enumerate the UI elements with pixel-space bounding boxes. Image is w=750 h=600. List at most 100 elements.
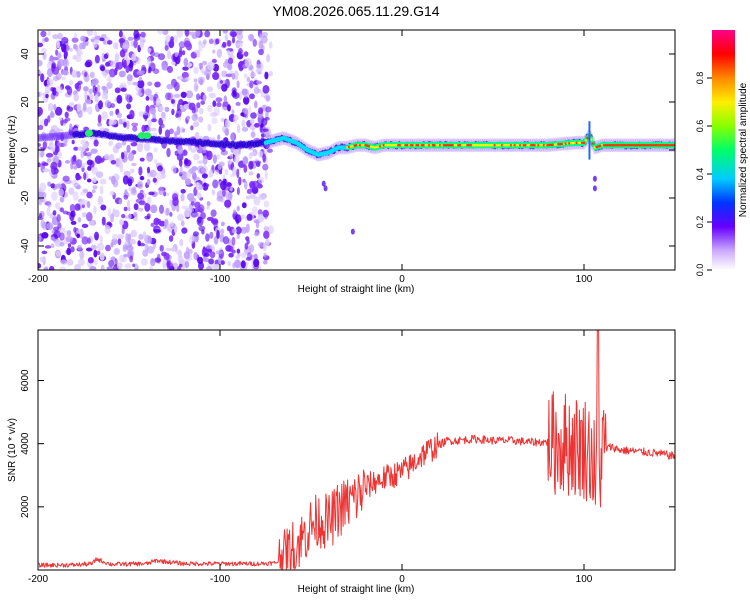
- noise-blob: [215, 97, 223, 103]
- noise-blob: [133, 211, 138, 218]
- noise-blob: [265, 95, 271, 102]
- noise-blob: [264, 71, 269, 80]
- noise-blob: [98, 100, 103, 110]
- noise-blob: [206, 248, 213, 254]
- noise-blob: [220, 228, 225, 235]
- ridge-peak: [457, 144, 460, 147]
- ridge-peak: [666, 144, 669, 147]
- noise-blob: [68, 80, 74, 86]
- ridge-peak: [664, 144, 668, 147]
- noise-blob: [94, 95, 98, 102]
- noise-blob: [39, 213, 43, 219]
- noise-blob: [185, 171, 191, 179]
- noise-blob: [262, 163, 269, 171]
- noise-blob: [227, 57, 234, 65]
- ridge-halo: [53, 132, 58, 141]
- noise-blob: [173, 35, 178, 43]
- noise-blob: [42, 198, 47, 203]
- noise-blob: [151, 118, 157, 123]
- noise-blob: [126, 103, 132, 110]
- noise-blob: [137, 79, 145, 89]
- noise-blob: [53, 104, 57, 111]
- ridge-peak: [471, 144, 475, 147]
- ridge-peak: [429, 144, 433, 147]
- noise-blob: [101, 216, 106, 226]
- noise-blob: [110, 119, 117, 125]
- noise-blob: [194, 182, 201, 188]
- noise-blob: [98, 157, 105, 163]
- noise-blob: [90, 244, 97, 250]
- noise-blob: [225, 73, 233, 78]
- noise-blob: [127, 176, 134, 184]
- noise-blob: [50, 147, 56, 152]
- ridge-peak: [670, 144, 673, 147]
- noise-blob: [256, 63, 262, 69]
- noise-blob: [150, 258, 156, 267]
- ridge-peak: [460, 144, 464, 147]
- noise-blob: [69, 203, 76, 213]
- noise-blob: [79, 159, 83, 164]
- ridge-peak: [600, 144, 604, 147]
- ridge-peak: [628, 144, 631, 147]
- noise-blob: [167, 65, 173, 74]
- noise-blob: [57, 151, 63, 159]
- noise-blob: [170, 36, 175, 42]
- ridge-peak: [418, 144, 422, 147]
- noise-blob: [161, 113, 167, 122]
- noise-blob: [218, 170, 223, 175]
- noise-blob: [147, 57, 152, 67]
- noise-blob: [209, 231, 214, 239]
- noise-blob: [168, 235, 174, 242]
- noise-blob: [189, 31, 196, 36]
- y-tick-label: -20: [20, 190, 31, 205]
- noise-blob: [54, 183, 62, 189]
- noise-blob: [248, 160, 254, 170]
- noise-blob: [235, 226, 242, 235]
- noise-blob: [208, 92, 216, 99]
- ridge-peak: [499, 144, 502, 147]
- noise-blob: [126, 144, 131, 153]
- ridge-peak: [533, 144, 537, 147]
- noise-blob: [206, 205, 210, 210]
- ridge-peak: [398, 144, 402, 147]
- noise-blob: [131, 122, 139, 127]
- noise-blob: [192, 231, 199, 237]
- ridge-peak: [633, 144, 637, 147]
- noise-blob: [95, 171, 104, 179]
- noise-blob: [166, 50, 172, 60]
- noise-blob: [236, 205, 240, 212]
- noise-blob: [217, 164, 222, 170]
- noise-blob: [243, 96, 250, 105]
- noise-blob: [66, 86, 73, 96]
- ridge-peak: [511, 144, 515, 147]
- ridge-peak: [655, 144, 659, 147]
- noise-blob: [207, 104, 213, 113]
- noise-blob: [93, 31, 98, 37]
- noise-blob: [238, 47, 243, 55]
- noise-blob: [259, 33, 263, 42]
- noise-blob: [42, 168, 50, 173]
- noise-blob: [118, 30, 123, 38]
- noise-blob: [143, 142, 151, 152]
- ridge-peak: [608, 144, 611, 147]
- noise-blob: [104, 224, 111, 235]
- noise-blob: [258, 150, 264, 158]
- noise-blob: [141, 124, 146, 133]
- noise-blob: [165, 92, 172, 101]
- noise-blob: [227, 191, 233, 201]
- noise-blob: [84, 71, 88, 78]
- noise-blob: [147, 236, 152, 244]
- noise-blob: [118, 254, 125, 263]
- noise-blob: [82, 40, 86, 50]
- ridge-peak: [529, 144, 533, 147]
- ridge-peak: [626, 144, 629, 147]
- noise-blob: [236, 33, 244, 41]
- noise-blob: [109, 68, 116, 78]
- noise-blob: [112, 42, 118, 49]
- noise-blob: [73, 146, 79, 151]
- noise-blob: [202, 155, 208, 165]
- ridge-peak: [549, 143, 553, 147]
- noise-blob: [74, 83, 80, 90]
- ridge-peak: [648, 144, 651, 147]
- noise-blob: [44, 266, 49, 270]
